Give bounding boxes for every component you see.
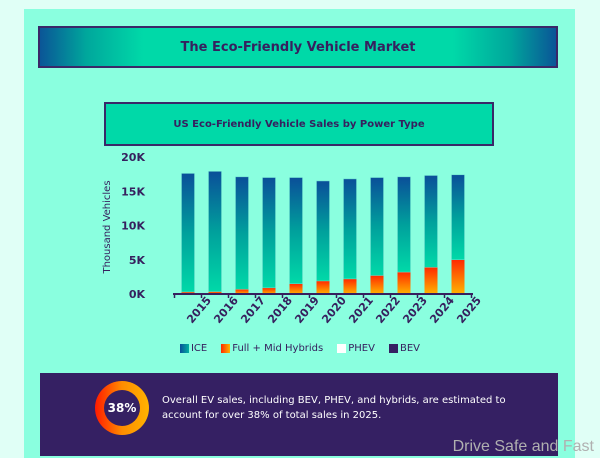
bar-full-mid-hybrids-2024 [424, 267, 438, 294]
legend-item: BEV [388, 343, 420, 354]
x-tick-label: 2018 [265, 294, 295, 326]
percent-value: 38% [104, 390, 140, 426]
x-tick-label: 2022 [373, 294, 403, 326]
legend-swatch [179, 344, 189, 353]
page-title: The Eco-Friendly Vehicle Market [38, 26, 558, 68]
legend-item: ICE [179, 343, 208, 354]
percent-donut: 38% [95, 381, 149, 435]
bar-full-mid-hybrids-2021 [343, 278, 357, 294]
bar-ice-2024 [424, 175, 438, 268]
legend-label: ICE [190, 343, 208, 354]
y-tick-label: 0K [129, 288, 146, 301]
legend-label: BEV [399, 343, 420, 354]
bar-full-mid-hybrids-2017 [235, 289, 249, 294]
x-tick-label: 2019 [292, 294, 322, 326]
y-tick-label: 5K [129, 254, 146, 267]
x-tick-label: 2021 [346, 294, 376, 326]
x-tick-label: 2020 [319, 294, 349, 326]
bar-ice-2016 [208, 171, 222, 292]
y-axis-label: Thousand Vehicles [102, 180, 113, 274]
watermark: Drive Safe and Fast [452, 438, 594, 455]
bar-full-mid-hybrids-2025 [451, 259, 465, 294]
y-tick-label: 10K [121, 220, 145, 233]
y-tick-label: 20K [121, 151, 145, 164]
bar-full-mid-hybrids-2022 [370, 275, 384, 294]
bar-full-mid-hybrids-2015 [181, 291, 195, 294]
bar-ice-2023 [397, 176, 411, 273]
chart-title: US Eco-Friendly Vehicle Sales by Power T… [104, 102, 494, 146]
legend-swatch [221, 344, 231, 353]
legend-item: Full + Mid Hybrids [221, 343, 323, 354]
bar-full-mid-hybrids-2016 [208, 291, 222, 294]
callout-box: 38% Overall EV sales, including BEV, PHE… [40, 373, 558, 456]
bar-ice-2018 [262, 177, 276, 289]
chart-title-text: US Eco-Friendly Vehicle Sales by Power T… [173, 118, 425, 130]
x-tick-label: 2017 [238, 294, 268, 326]
legend-swatch [337, 344, 347, 353]
bar-ice-2020 [316, 180, 330, 282]
legend-label: Full + Mid Hybrids [232, 343, 324, 354]
x-tick-label: 2015 [184, 294, 214, 326]
bar-ice-2019 [289, 177, 303, 284]
x-tick-label: 2025 [454, 294, 484, 326]
chart-legend: ICE Full + Mid Hybrids PHEV BEV [0, 343, 600, 354]
callout-text: Overall EV sales, including BEV, PHEV, a… [162, 395, 506, 421]
bar-ice-2017 [235, 176, 249, 290]
page-title-text: The Eco-Friendly Vehicle Market [180, 39, 416, 55]
legend-item: PHEV [337, 343, 375, 354]
legend-swatch [388, 344, 398, 353]
bar-full-mid-hybrids-2020 [316, 280, 330, 294]
x-tick-label: 2016 [211, 294, 241, 326]
legend-label: PHEV [348, 343, 375, 354]
x-tick-label: 2024 [427, 294, 457, 326]
bar-ice-2025 [451, 174, 465, 260]
bar-ice-2021 [343, 178, 357, 280]
bar-ice-2022 [370, 177, 384, 276]
bar-full-mid-hybrids-2023 [397, 272, 411, 294]
bar-full-mid-hybrids-2019 [289, 283, 303, 294]
bar-ice-2015 [181, 173, 195, 293]
y-tick-label: 15K [121, 185, 145, 198]
x-tick-label: 2023 [400, 294, 430, 326]
bar-full-mid-hybrids-2018 [262, 287, 276, 294]
